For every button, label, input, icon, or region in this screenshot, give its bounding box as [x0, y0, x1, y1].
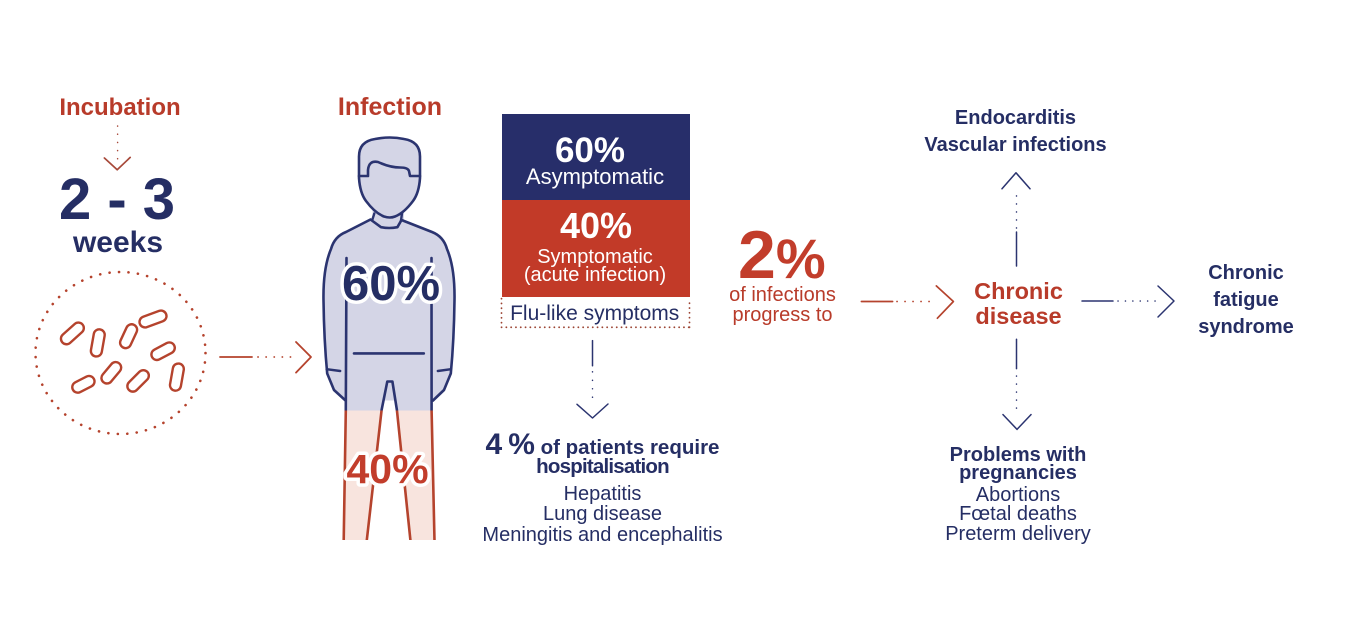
svg-text:60%: 60% [342, 257, 440, 311]
svg-text:40%: 40% [346, 446, 428, 492]
